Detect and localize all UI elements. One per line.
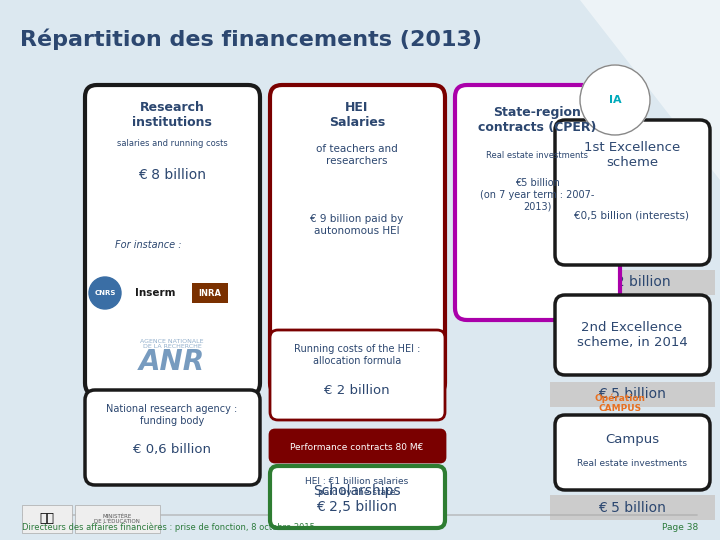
Text: 2nd Excellence
scheme, in 2014: 2nd Excellence scheme, in 2014: [577, 321, 688, 349]
Text: € 9 billion paid by
autonomous HEI: € 9 billion paid by autonomous HEI: [310, 214, 404, 236]
Text: State-region
contracts (CPER): State-region contracts (CPER): [478, 106, 596, 134]
Text: Running costs of the HEI :
allocation formula: Running costs of the HEI : allocation fo…: [294, 344, 420, 366]
Text: AGENCE NATIONALE
DE LA RECHERCHE: AGENCE NATIONALE DE LA RECHERCHE: [140, 339, 204, 349]
FancyBboxPatch shape: [270, 470, 445, 502]
Bar: [550, 382, 715, 407]
Polygon shape: [580, 0, 720, 180]
FancyBboxPatch shape: [85, 390, 260, 485]
FancyBboxPatch shape: [555, 415, 710, 490]
Text: €5 billion
(on 7 year term : 2007-
2013): €5 billion (on 7 year term : 2007- 2013): [480, 178, 594, 212]
FancyBboxPatch shape: [270, 330, 445, 420]
Text: salaries and running costs: salaries and running costs: [117, 138, 228, 147]
Text: Directeurs des affaires financières : prise de fonction, 8 octobre 2015: Directeurs des affaires financières : pr…: [22, 522, 315, 532]
Text: Scholarships
€ 2,5 billion: Scholarships € 2,5 billion: [313, 484, 401, 514]
FancyBboxPatch shape: [555, 120, 710, 265]
Text: CNRS: CNRS: [94, 290, 116, 296]
Text: Campus: Campus: [605, 434, 659, 447]
Text: MINISTÈRE
DE L'ÉDUCATION: MINISTÈRE DE L'ÉDUCATION: [94, 514, 140, 524]
Text: Real estate investments: Real estate investments: [577, 458, 687, 468]
FancyBboxPatch shape: [555, 295, 710, 375]
Text: Inserm: Inserm: [135, 288, 175, 298]
Bar: [75, 505, 160, 533]
Bar: [192, 283, 228, 303]
FancyBboxPatch shape: [455, 85, 620, 320]
Text: IA: IA: [608, 95, 621, 105]
Text: 1st Excellence
scheme: 1st Excellence scheme: [584, 141, 680, 169]
FancyBboxPatch shape: [270, 430, 445, 462]
FancyBboxPatch shape: [270, 466, 445, 528]
Text: For instance :: For instance :: [115, 240, 181, 250]
Bar: [550, 495, 715, 520]
Text: HEI : €1 billion salaries
paid by the state: HEI : €1 billion salaries paid by the st…: [305, 477, 409, 497]
Text: Page 38: Page 38: [662, 523, 698, 531]
Text: ANR: ANR: [139, 348, 205, 376]
Text: € 0,6 billion: € 0,6 billion: [133, 443, 211, 456]
FancyBboxPatch shape: [270, 85, 445, 395]
Text: € 5 billion: € 5 billion: [598, 388, 667, 402]
Circle shape: [580, 65, 650, 135]
Text: National research agency :
funding body: National research agency : funding body: [107, 404, 238, 426]
Circle shape: [89, 277, 121, 309]
Text: of teachers and
researchers: of teachers and researchers: [316, 144, 398, 166]
Text: 🇫🇷: 🇫🇷: [40, 512, 55, 525]
Text: INRA: INRA: [199, 288, 222, 298]
Text: Performance contracts 80 M€: Performance contracts 80 M€: [290, 442, 423, 451]
Text: € 5 billion: € 5 billion: [598, 501, 667, 515]
Text: Research
institutions: Research institutions: [132, 101, 212, 129]
Text: € 2 billion: € 2 billion: [324, 383, 390, 396]
Text: HEI
Salaries: HEI Salaries: [329, 101, 385, 129]
Text: Répartition des financements (2013): Répartition des financements (2013): [20, 28, 482, 50]
Text: €0,5 billion (interests): €0,5 billion (interests): [575, 210, 690, 220]
Text: € 22 billion: € 22 billion: [594, 275, 671, 289]
FancyBboxPatch shape: [85, 85, 260, 395]
Bar: [22, 505, 72, 533]
Text: Real estate investments: Real estate investments: [486, 151, 588, 159]
Text: Opération
CAMPUS: Opération CAMPUS: [595, 393, 646, 413]
Text: € 8 billion: € 8 billion: [138, 168, 206, 182]
Bar: [550, 270, 715, 295]
